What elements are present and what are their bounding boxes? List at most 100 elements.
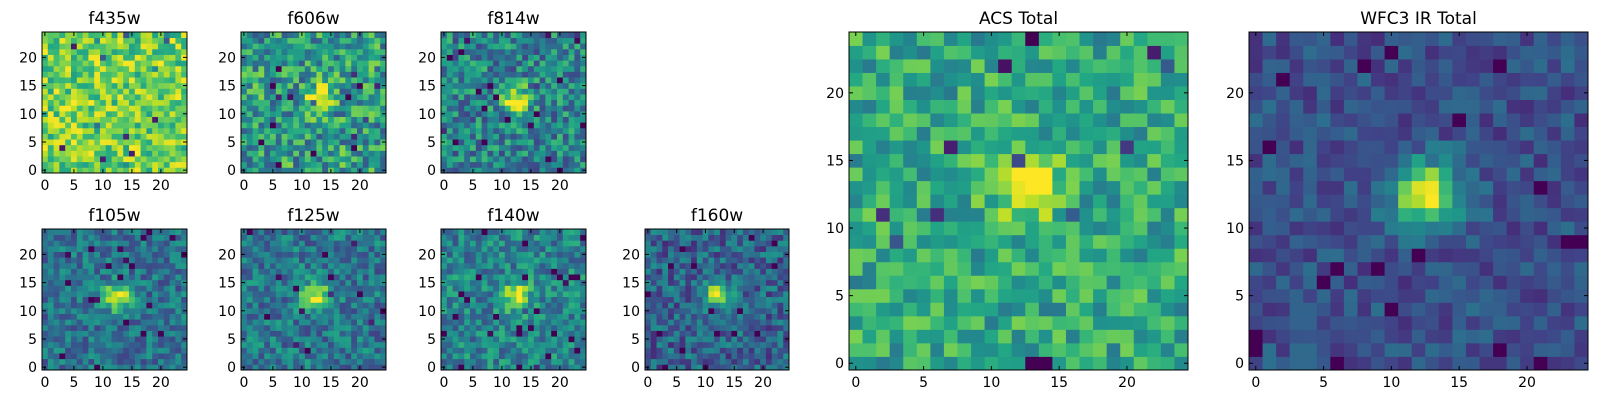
heatmap-cell bbox=[175, 313, 182, 320]
heatmap-cell bbox=[175, 307, 182, 314]
heatmap-cell bbox=[129, 240, 136, 247]
panel-title: f606w bbox=[287, 9, 339, 29]
heatmap-cell bbox=[574, 82, 581, 89]
heatmap-cell bbox=[943, 234, 958, 249]
heatmap-cell bbox=[783, 274, 790, 281]
heatmap-cell bbox=[304, 32, 311, 39]
heatmap-cell bbox=[528, 71, 535, 78]
heatmap-cell bbox=[105, 122, 112, 129]
heatmap-cell bbox=[374, 307, 381, 314]
heatmap-cell bbox=[88, 245, 95, 252]
heatmap-cell bbox=[169, 161, 176, 168]
heatmap-cell bbox=[123, 167, 130, 174]
heatmap-cell bbox=[533, 77, 540, 84]
heatmap-cell bbox=[487, 274, 494, 281]
heatmap-cell bbox=[771, 262, 778, 269]
heatmap-cell bbox=[876, 275, 891, 290]
heatmap-cell bbox=[140, 336, 147, 343]
heatmap-cell bbox=[574, 245, 581, 252]
heatmap-cell bbox=[1038, 194, 1053, 209]
heatmap-cell bbox=[748, 347, 755, 354]
heatmap-cell bbox=[258, 268, 265, 275]
heatmap-cell bbox=[310, 268, 317, 275]
heatmap-cell bbox=[275, 313, 282, 320]
heatmap-cell bbox=[362, 262, 369, 269]
heatmap-cell bbox=[719, 285, 727, 292]
heatmap-cell bbox=[368, 94, 375, 101]
heatmap-cell bbox=[152, 364, 159, 371]
heatmap-cell bbox=[516, 358, 523, 365]
heatmap-cell bbox=[777, 296, 784, 303]
heatmap-cell bbox=[470, 302, 477, 309]
heatmap-cell bbox=[504, 48, 511, 55]
heatmap-cell bbox=[1093, 329, 1108, 344]
heatmap-cell bbox=[175, 319, 182, 326]
heatmap-cell bbox=[522, 167, 529, 174]
heatmap-cell bbox=[487, 353, 494, 360]
heatmap-cell bbox=[65, 94, 72, 101]
heatmap-cell bbox=[696, 262, 703, 269]
heatmap-cell bbox=[487, 285, 494, 292]
heatmap-cell bbox=[293, 110, 300, 117]
heatmap-cell bbox=[152, 82, 159, 89]
heatmap-cell bbox=[487, 37, 494, 44]
heatmap-cell bbox=[1147, 234, 1162, 249]
heatmap-cell bbox=[568, 347, 575, 354]
heatmap-cell bbox=[163, 37, 170, 44]
heatmap-cell bbox=[748, 229, 755, 236]
heatmap-cell bbox=[470, 313, 477, 320]
heatmap-cell bbox=[673, 279, 680, 286]
heatmap-cell bbox=[310, 122, 317, 129]
heatmap-cell bbox=[464, 65, 471, 72]
heatmap-cell bbox=[737, 302, 744, 309]
heatmap-cell bbox=[493, 54, 500, 61]
heatmap-cell bbox=[580, 302, 587, 309]
heatmap-cell bbox=[310, 139, 317, 146]
heatmap-cell bbox=[47, 161, 54, 168]
heatmap-cell bbox=[1120, 221, 1135, 236]
heatmap-cell bbox=[152, 307, 159, 314]
heatmap-cell bbox=[71, 245, 78, 252]
heatmap-cell bbox=[65, 122, 72, 129]
heatmap-cell bbox=[111, 133, 118, 140]
heatmap-cell bbox=[499, 60, 506, 67]
heatmap-cell bbox=[510, 251, 517, 258]
heatmap-cell bbox=[264, 347, 271, 354]
heatmap-cell bbox=[441, 127, 448, 134]
heatmap-cell bbox=[441, 88, 448, 95]
heatmap-cell bbox=[275, 139, 282, 146]
heatmap-cell bbox=[59, 268, 66, 275]
heatmap-cell bbox=[528, 150, 535, 157]
heatmap-cell bbox=[568, 71, 575, 78]
heatmap-cell bbox=[545, 65, 552, 72]
heatmap-cell bbox=[984, 275, 999, 290]
heatmap-cell bbox=[696, 307, 703, 314]
heatmap-cell bbox=[533, 313, 540, 320]
heatmap-cell bbox=[117, 268, 124, 275]
heatmap-cell bbox=[42, 291, 49, 298]
heatmap-cell bbox=[42, 358, 49, 365]
heatmap-cell bbox=[368, 71, 375, 78]
heatmap-cell bbox=[685, 319, 692, 326]
heatmap-cell bbox=[499, 262, 506, 269]
heatmap-cell bbox=[446, 336, 453, 343]
heatmap-cell bbox=[287, 139, 294, 146]
heatmap-cell bbox=[270, 133, 277, 140]
heatmap-cell bbox=[545, 161, 552, 168]
heatmap-cell bbox=[163, 234, 170, 241]
heatmap-cell bbox=[446, 54, 453, 61]
heatmap-cell bbox=[146, 43, 153, 50]
heatmap-cell bbox=[134, 279, 141, 286]
heatmap-cell bbox=[181, 274, 188, 281]
heatmap-cell bbox=[783, 313, 790, 320]
heatmap-cell bbox=[668, 347, 675, 354]
heatmap-cell bbox=[362, 291, 369, 298]
heatmap-cell bbox=[499, 279, 506, 286]
heatmap-cell bbox=[252, 234, 259, 241]
heatmap-cell bbox=[53, 110, 60, 117]
heatmap-cell bbox=[59, 274, 66, 281]
heatmap-cell bbox=[357, 319, 364, 326]
heatmap-cell bbox=[111, 94, 118, 101]
heatmap-cell bbox=[1160, 234, 1175, 249]
